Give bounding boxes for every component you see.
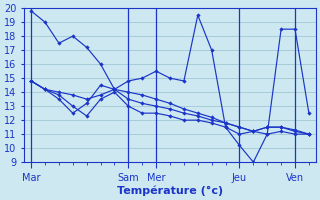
X-axis label: Température (°c): Température (°c) <box>117 185 223 196</box>
